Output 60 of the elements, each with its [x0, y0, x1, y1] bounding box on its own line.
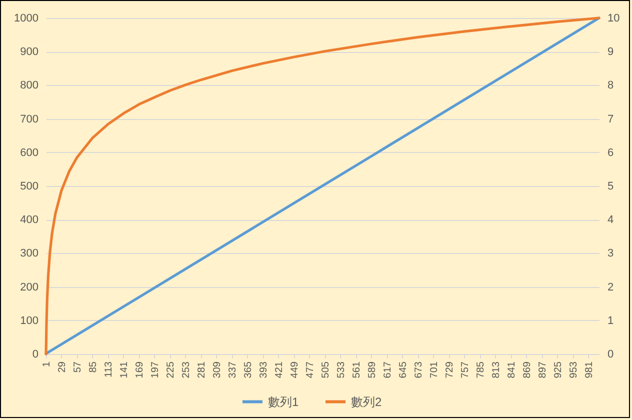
x-tick-label: 841: [506, 361, 518, 378]
legend-label: 數列2: [351, 394, 382, 409]
x-tick-label: 561: [351, 361, 362, 378]
y-tick-label: 0: [32, 348, 38, 360]
x-tick-label: 533: [336, 361, 347, 378]
x-tick-label: 449: [289, 361, 300, 378]
y2-tick-label: 3: [608, 248, 614, 260]
x-tick-label: 85: [88, 361, 99, 373]
x-tick-label: 953: [568, 361, 580, 378]
x-tick-label: 29: [57, 361, 68, 373]
y-tick-label: 200: [20, 281, 38, 294]
x-tick-label: 645: [398, 361, 409, 378]
y2-tick-label: 7: [608, 113, 614, 126]
y-tick-label: 1000: [14, 12, 38, 24]
y-tick-label: 600: [20, 146, 38, 159]
y2-tick-label: 2: [608, 281, 614, 294]
x-tick-label: 729: [444, 361, 456, 378]
y2-tick-label: 5: [608, 180, 614, 192]
y2-tick-label: 9: [608, 46, 614, 58]
x-tick-label: 365: [242, 361, 254, 378]
x-tick-label: 281: [196, 361, 208, 378]
y-tick-label: 400: [20, 214, 38, 226]
legend-label: 數列1: [268, 394, 299, 409]
y2-tick-label: 10: [608, 12, 620, 24]
x-tick-label: 57: [72, 361, 84, 373]
x-tick-label: 505: [320, 361, 332, 378]
y2-tick-label: 0: [608, 348, 614, 360]
y-tick-label: 500: [20, 180, 38, 192]
x-tick-label: 1: [42, 361, 52, 368]
x-tick-label: 813: [490, 361, 502, 378]
x-tick-label: 113: [104, 361, 114, 378]
x-tick-label: 421: [274, 361, 285, 378]
x-tick-label: 869: [522, 361, 533, 378]
y2-tick-label: 1: [608, 314, 614, 327]
y2-tick-label: 4: [608, 214, 614, 226]
x-tick-label: 757: [460, 361, 471, 378]
y2-tick-label: 6: [608, 146, 614, 159]
y-tick-label: 800: [20, 80, 38, 92]
x-tick-label: 141: [118, 361, 130, 378]
x-tick-label: 785: [475, 361, 486, 378]
x-tick-label: 253: [180, 361, 192, 378]
x-tick-label: 169: [134, 361, 146, 378]
x-tick-label: 617: [382, 361, 394, 378]
x-tick-label: 309: [212, 361, 223, 378]
x-tick-label: 981: [584, 361, 595, 378]
x-tick-label: 337: [227, 361, 238, 378]
x-tick-label: 673: [413, 361, 424, 378]
y2-tick-label: 8: [608, 80, 614, 92]
x-tick-label: 393: [258, 361, 270, 378]
y-tick-label: 900: [20, 46, 38, 58]
y-tick-label: 300: [20, 248, 38, 260]
x-tick-label: 225: [165, 361, 176, 378]
x-tick-label: 925: [552, 361, 564, 378]
x-tick-label: 477: [304, 361, 316, 378]
x-tick-label: 589: [366, 361, 378, 378]
x-tick-label: 897: [537, 361, 548, 378]
x-tick-label: 197: [150, 361, 161, 378]
y-tick-label: 700: [20, 113, 38, 126]
x-tick-label: 701: [428, 361, 440, 378]
y-tick-label: 100: [20, 314, 38, 327]
